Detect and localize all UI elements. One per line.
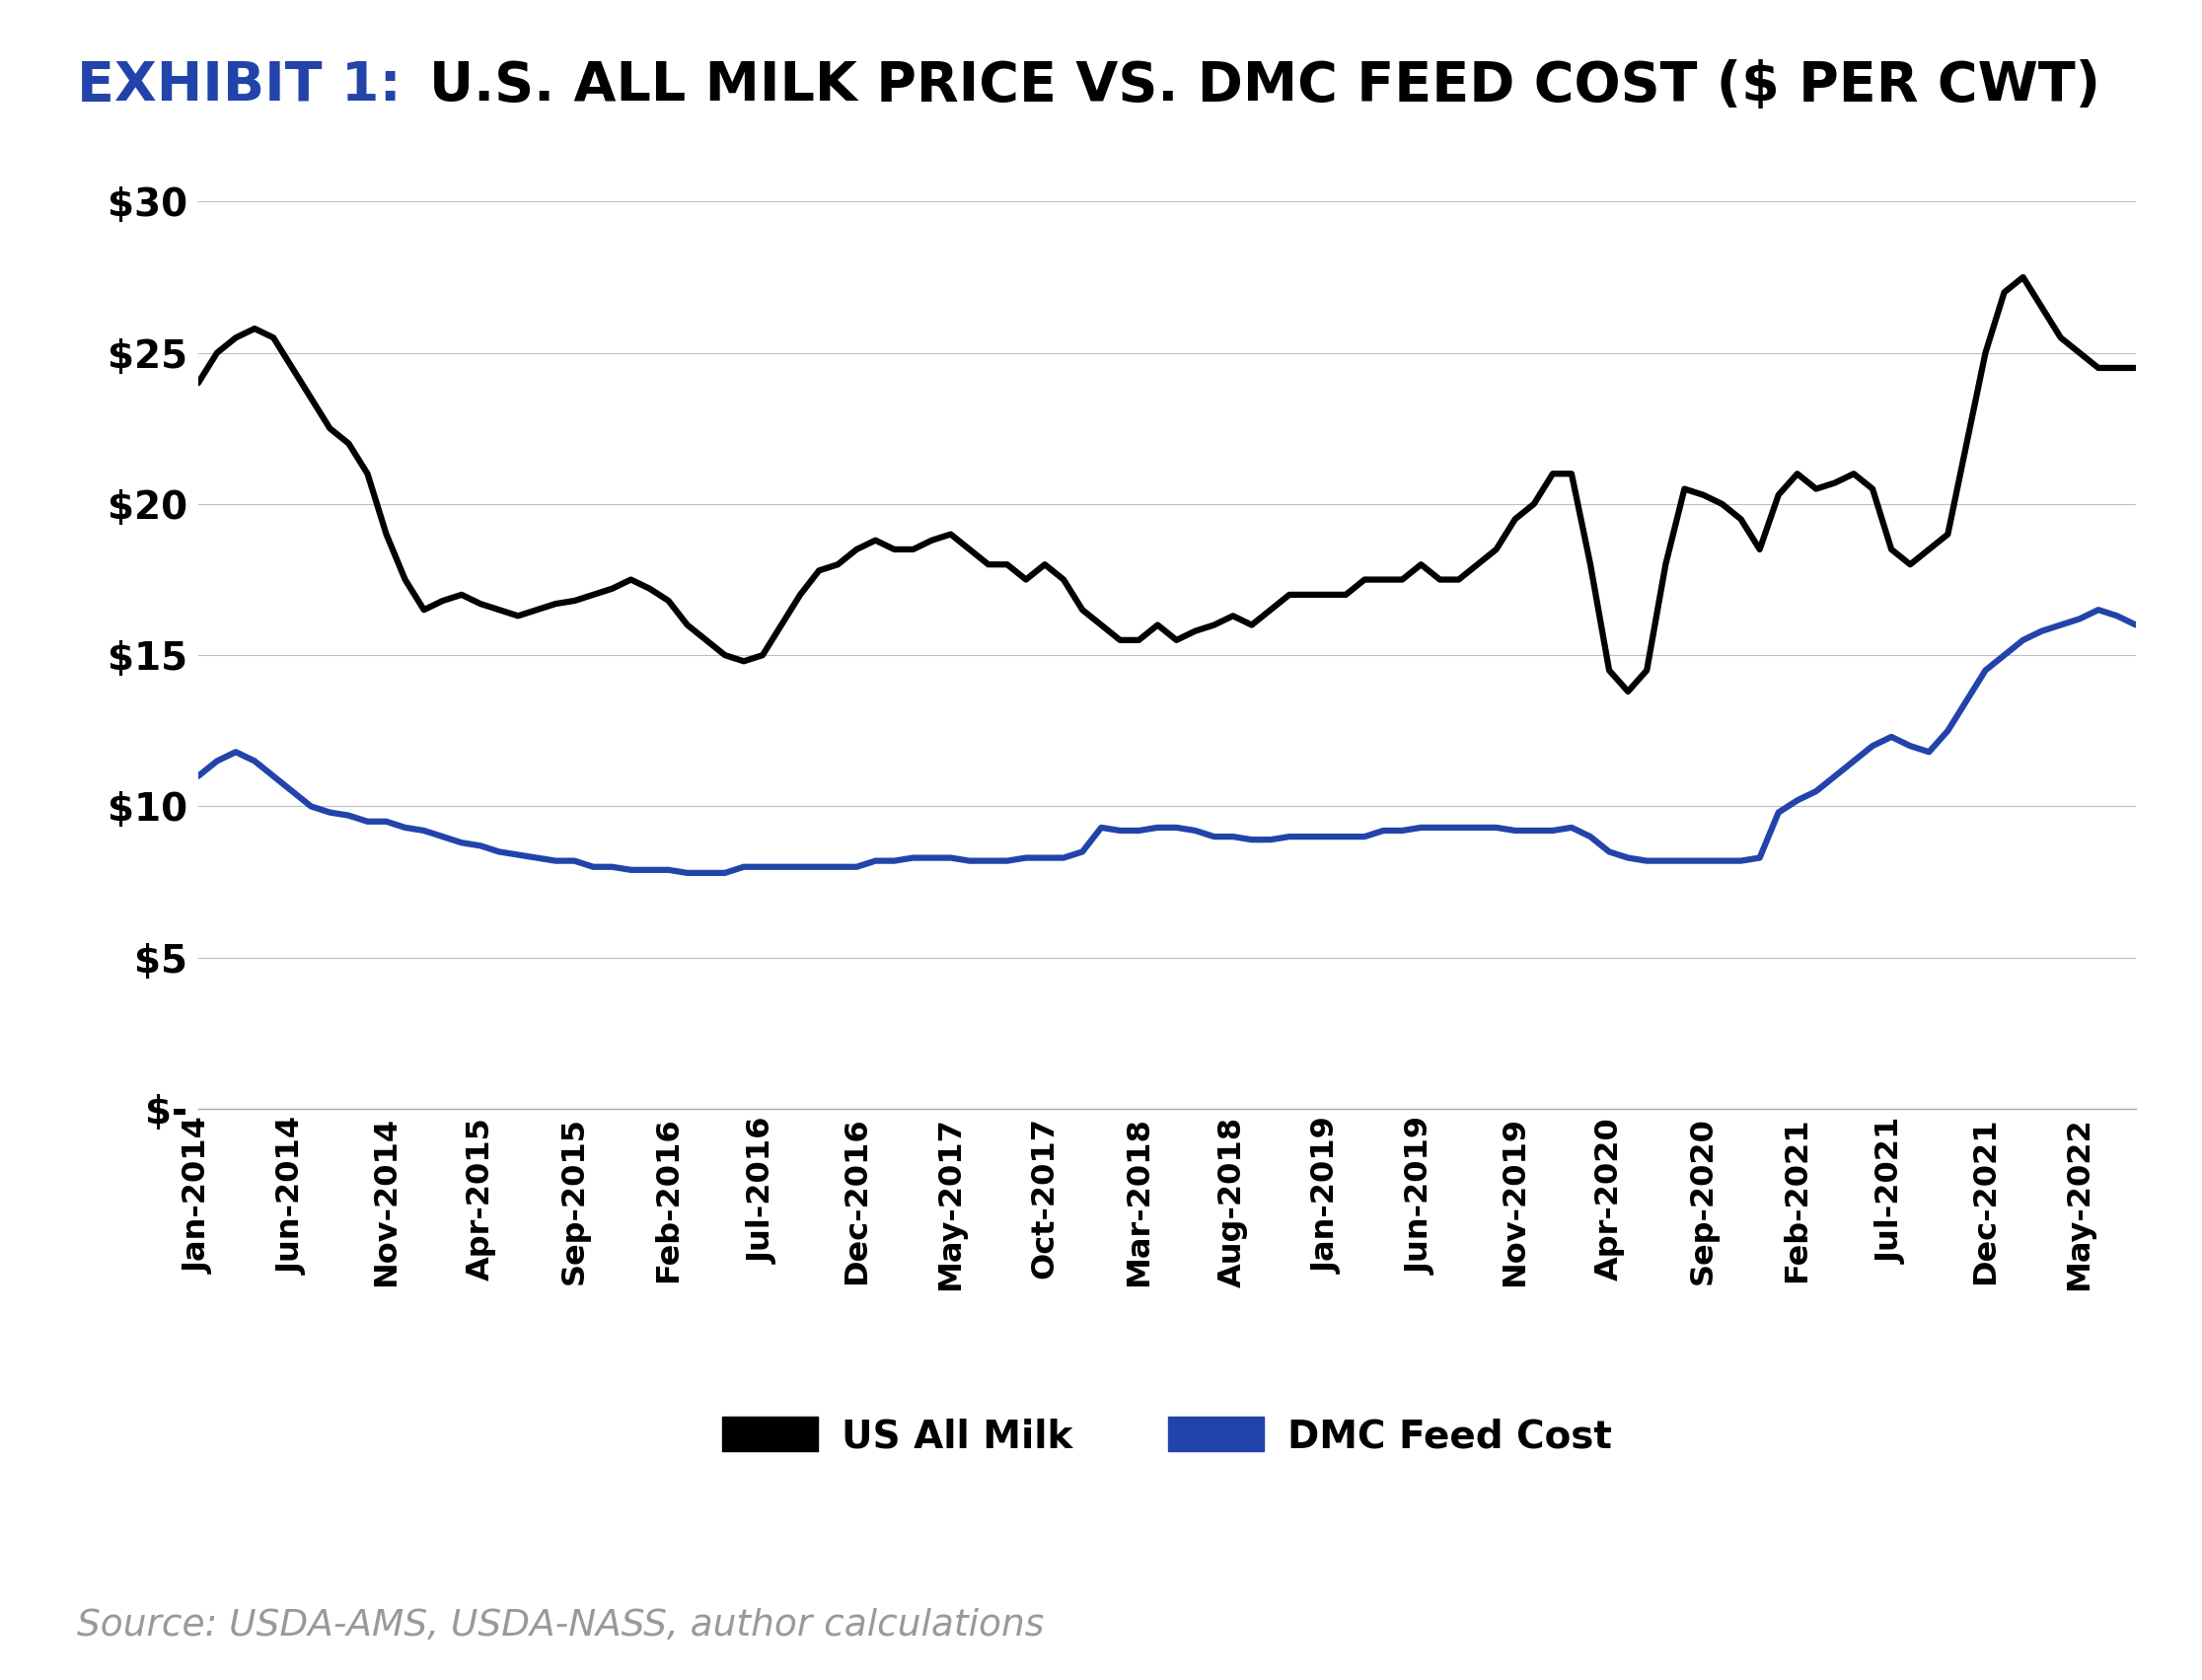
Text: U.S. ALL MILK PRICE VS. DMC FEED COST ($ PER CWT): U.S. ALL MILK PRICE VS. DMC FEED COST ($… [429,59,2101,113]
Text: EXHIBIT 1:: EXHIBIT 1: [77,59,401,113]
Legend: US All Milk, DMC Feed Cost: US All Milk, DMC Feed Cost [707,1401,1627,1470]
Text: Source: USDA-AMS, USDA-NASS, author calculations: Source: USDA-AMS, USDA-NASS, author calc… [77,1608,1044,1643]
